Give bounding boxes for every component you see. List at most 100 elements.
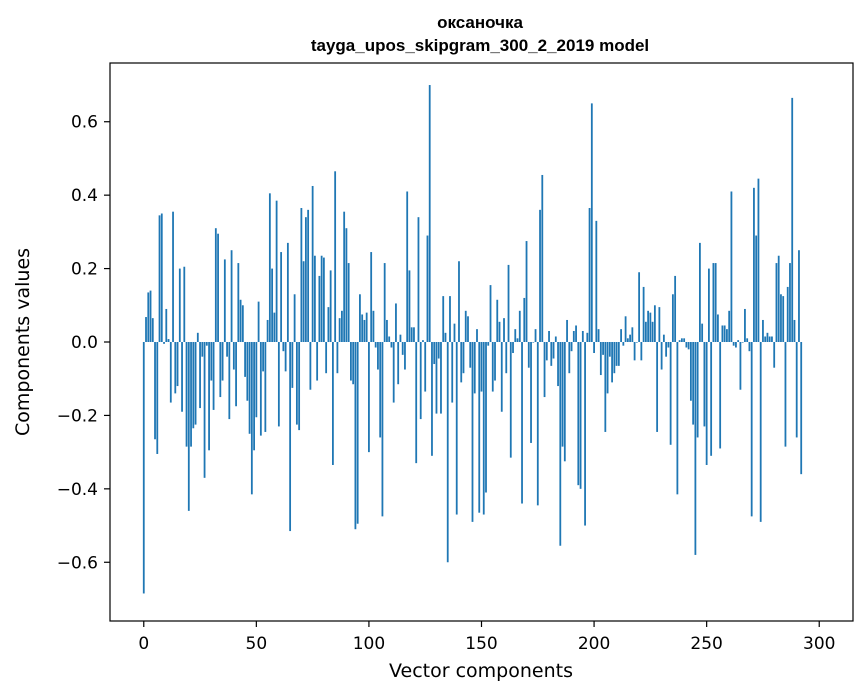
bar-component-270	[750, 342, 753, 517]
bar-component-5	[154, 342, 156, 440]
bar-component-134	[444, 332, 447, 342]
bar-component-151	[482, 342, 485, 515]
bar-component-88	[341, 310, 343, 342]
bar-component-2	[147, 292, 150, 342]
bar-component-231	[662, 334, 665, 342]
bar-component-186	[561, 342, 564, 447]
bar-component-150	[480, 342, 483, 392]
bar-component-14	[174, 342, 177, 394]
bar-component-11	[167, 339, 170, 342]
bar-component-264	[737, 340, 740, 342]
bar-component-199	[590, 103, 593, 342]
bar-component-32	[214, 228, 217, 342]
bar-component-58	[273, 312, 276, 342]
bar-component-106	[381, 342, 384, 517]
bar-component-290	[795, 342, 798, 438]
bar-component-187	[563, 342, 566, 462]
bar-component-253	[712, 263, 715, 342]
bar-component-267	[744, 308, 746, 342]
bar-component-146	[471, 342, 474, 522]
bar-component-39	[230, 250, 233, 342]
bar-component-155	[491, 342, 494, 392]
bar-component-82	[327, 307, 330, 343]
bar-component-232	[665, 342, 668, 357]
bar-component-107	[383, 263, 386, 342]
bar-component-17	[181, 342, 183, 412]
bar-component-140	[458, 261, 460, 342]
bar-component-282	[777, 255, 780, 342]
bar-component-71	[302, 261, 305, 342]
bar-component-116	[404, 342, 406, 370]
bar-component-55	[266, 319, 269, 342]
bar-component-207	[608, 342, 611, 357]
bar-component-121	[415, 342, 418, 464]
bar-component-139	[455, 342, 458, 515]
bar-component-289	[793, 319, 796, 342]
bar-component-163	[509, 342, 512, 458]
bar-component-220	[638, 272, 641, 342]
bar-component-9	[163, 342, 165, 344]
bar-component-62	[282, 342, 285, 352]
bar-component-259	[726, 329, 728, 342]
bar-component-161	[505, 342, 508, 374]
bar-component-63	[284, 342, 287, 372]
bar-component-205	[604, 342, 607, 432]
bar-component-108	[386, 319, 388, 342]
bar-component-160	[503, 318, 505, 342]
bar-component-236	[674, 275, 677, 342]
bar-component-224	[647, 310, 650, 342]
x-axis-ticks: 0 50 100 150 200 250 300	[138, 621, 835, 654]
bar-component-279	[771, 336, 773, 342]
bar-component-0	[142, 342, 145, 594]
bar-component-281	[775, 263, 778, 342]
bar-component-286	[786, 286, 789, 342]
bar-component-100	[368, 342, 370, 453]
bar-component-188	[566, 319, 568, 342]
bar-component-126	[426, 235, 429, 342]
bar-component-194	[579, 342, 582, 489]
bar-component-252	[710, 342, 713, 456]
y-axis-ticks: −0.6 −0.4 −0.2 0.0 0.2 0.4 0.6	[57, 113, 110, 573]
bar-component-181	[550, 342, 553, 366]
bar-component-256	[719, 342, 722, 449]
bar-component-154	[489, 285, 492, 342]
bar-component-52	[259, 342, 262, 436]
bar-component-131	[437, 342, 440, 359]
bar-component-202	[597, 329, 600, 342]
bar-component-164	[512, 342, 514, 354]
bar-component-67	[293, 294, 296, 342]
bar-component-171	[527, 342, 530, 368]
bar-component-80	[322, 257, 325, 342]
bar-component-38	[228, 342, 231, 420]
bar-component-196	[584, 342, 586, 526]
bar-component-93	[352, 342, 355, 385]
bar-component-18	[183, 266, 186, 342]
bar-component-3	[149, 290, 152, 342]
bar-component-135	[446, 342, 449, 563]
bar-component-284	[782, 296, 785, 342]
bar-component-92	[350, 342, 352, 381]
bar-component-12	[169, 342, 172, 403]
bar-component-89	[343, 211, 346, 342]
x-tick-label: 100	[353, 634, 385, 654]
bar-component-115	[401, 342, 404, 355]
bar-component-149	[478, 342, 481, 513]
bar-component-158	[498, 321, 501, 342]
bar-component-240	[683, 338, 686, 342]
bar-component-248	[701, 323, 704, 342]
bar-component-195	[581, 330, 584, 342]
bar-component-157	[496, 299, 499, 342]
bar-component-269	[748, 342, 751, 352]
bar-component-54	[264, 342, 267, 432]
bar-component-110	[390, 342, 393, 348]
y-tick-label: −0.6	[57, 553, 98, 573]
bar-component-200	[593, 342, 595, 354]
bar-component-152	[485, 342, 487, 493]
bar-component-192	[575, 325, 577, 342]
bar-component-212	[620, 329, 622, 342]
bar-component-21	[190, 342, 192, 447]
bar-component-27	[203, 342, 206, 478]
bar-component-228	[656, 342, 659, 432]
bar-component-242	[687, 342, 690, 350]
bar-component-70	[300, 208, 303, 342]
